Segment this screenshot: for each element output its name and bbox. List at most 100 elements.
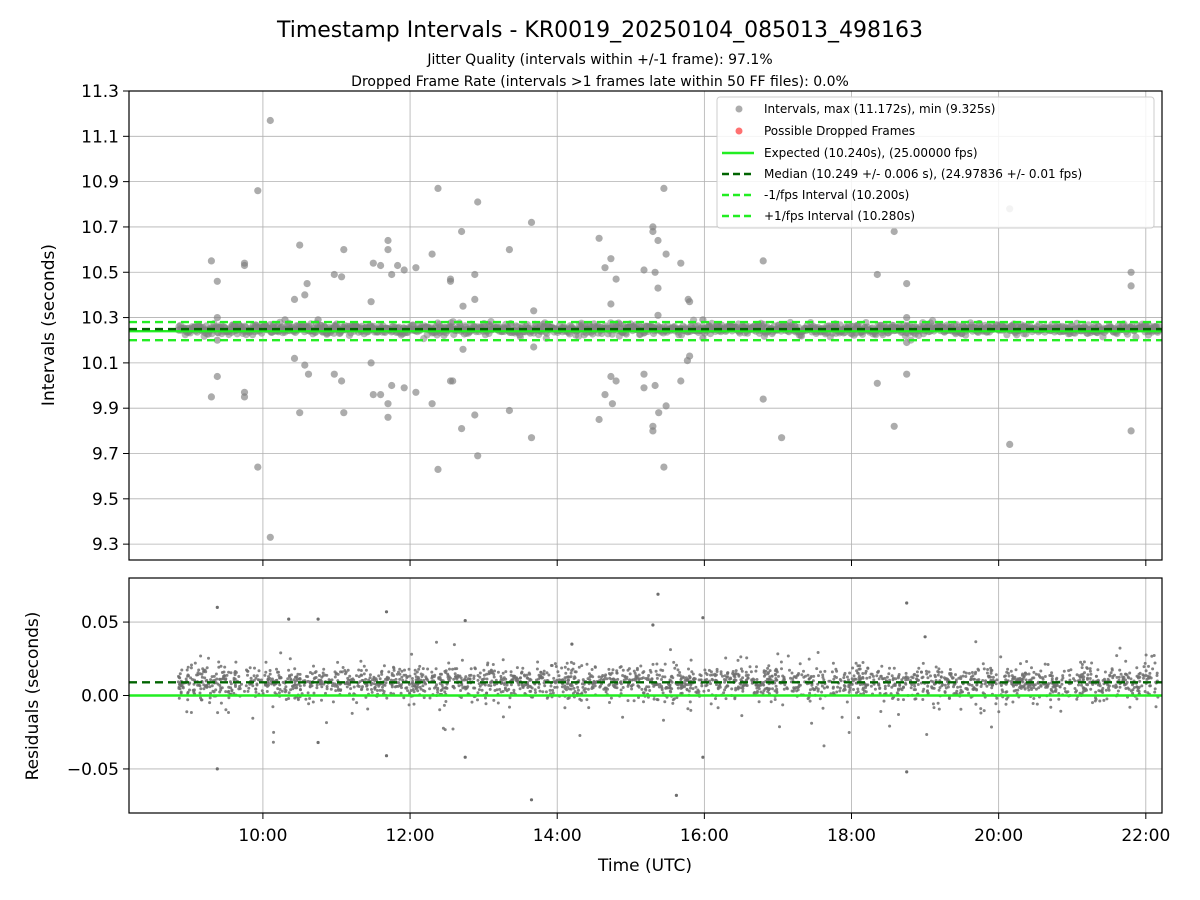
residual-point: [1150, 654, 1154, 658]
residual-point: [227, 711, 230, 714]
residual-point: [482, 668, 486, 672]
residual-point: [866, 666, 870, 670]
residual-point: [224, 690, 228, 694]
residual-point: [448, 667, 451, 671]
residual-point: [948, 668, 952, 671]
residual-point: [967, 691, 971, 695]
residual-point: [435, 683, 438, 687]
residual-point: [947, 696, 951, 700]
residual-point: [974, 640, 978, 644]
residual-point: [1004, 678, 1008, 682]
residual-point: [744, 683, 748, 687]
residual-point: [858, 664, 862, 668]
residual-point: [736, 658, 740, 662]
residual-point: [1047, 682, 1051, 686]
residual-point: [184, 677, 188, 681]
residual-point: [917, 666, 921, 670]
residual-point: [1101, 679, 1105, 682]
interval-outlier-point: [651, 381, 659, 390]
residual-point: [321, 671, 325, 675]
residual-point: [821, 673, 825, 677]
residual-point: [453, 672, 457, 676]
residual-point: [628, 672, 632, 676]
residual-point: [1147, 676, 1151, 680]
residual-point: [636, 684, 640, 688]
residuals-y-tick-label: 0.00: [81, 687, 119, 707]
residual-point: [878, 691, 882, 695]
residual-point: [626, 668, 630, 672]
residual-point: [822, 744, 826, 748]
interval-outlier-point: [903, 370, 911, 378]
residual-point: [333, 675, 337, 679]
residual-point: [749, 670, 753, 674]
residual-point: [472, 677, 476, 680]
residual-point: [525, 673, 529, 677]
residual-point: [902, 676, 905, 680]
residual-point: [925, 672, 929, 676]
residual-point: [926, 676, 930, 680]
residual-point: [278, 688, 282, 691]
residual-point: [857, 667, 861, 671]
residual-point: [311, 700, 315, 704]
residual-point: [1072, 677, 1075, 681]
residual-point: [1096, 683, 1100, 687]
residual-point: [399, 691, 403, 695]
residual-point: [367, 678, 371, 682]
residual-point: [392, 668, 396, 672]
interval-outlier-point: [612, 377, 620, 385]
residual-point: [1023, 682, 1027, 686]
residual-point: [847, 678, 850, 682]
x-axis-ticks: 10:00 12:00 14:00 16:00 18:00 20:00 22:00: [238, 560, 1170, 846]
residual-point: [1045, 684, 1049, 688]
residual-point: [785, 686, 789, 690]
interval-outlier-point: [449, 377, 457, 385]
residual-point: [715, 670, 719, 673]
residual-point: [763, 673, 767, 676]
residual-point: [797, 685, 801, 689]
residual-point: [308, 685, 312, 689]
residual-point: [205, 666, 209, 670]
residual-point: [489, 684, 493, 688]
residual-point: [861, 672, 865, 675]
residual-point: [770, 674, 774, 678]
residual-point: [433, 673, 437, 677]
residual-point: [771, 687, 774, 691]
residual-point: [820, 684, 824, 688]
residual-point: [212, 674, 216, 678]
residual-point: [791, 689, 795, 693]
residual-point: [216, 682, 220, 686]
residual-point: [902, 698, 905, 702]
residual-point: [1111, 684, 1115, 688]
interval-outlier-point: [296, 409, 304, 417]
residual-point: [621, 668, 625, 672]
residual-point: [535, 667, 539, 671]
residual-point: [1030, 666, 1033, 670]
residual-outlier-point: [656, 592, 660, 596]
residual-point: [637, 678, 641, 682]
residual-point: [621, 686, 625, 689]
residual-point: [737, 686, 740, 690]
residual-point: [312, 664, 315, 668]
residual-point: [826, 685, 829, 689]
residual-point: [507, 687, 511, 691]
residual-point: [264, 660, 268, 664]
residual-point: [786, 654, 790, 658]
interval-outlier-point: [640, 266, 648, 274]
residual-point: [612, 685, 616, 689]
chart-subtitle-dropped: Dropped Frame Rate (intervals >1 frames …: [351, 74, 849, 90]
residual-point: [251, 716, 255, 720]
residual-point: [635, 668, 639, 672]
residual-point: [740, 669, 744, 673]
residual-point: [737, 673, 741, 677]
residual-point: [756, 689, 759, 693]
residual-point: [571, 692, 575, 695]
residual-point: [858, 683, 862, 687]
residual-point: [421, 689, 425, 692]
residual-point: [1009, 669, 1013, 673]
residual-point: [451, 727, 455, 731]
residual-point: [802, 669, 805, 673]
residual-point: [537, 686, 541, 689]
residual-point: [1118, 668, 1122, 672]
residual-point: [541, 690, 545, 694]
interval-outlier-point: [608, 400, 617, 408]
